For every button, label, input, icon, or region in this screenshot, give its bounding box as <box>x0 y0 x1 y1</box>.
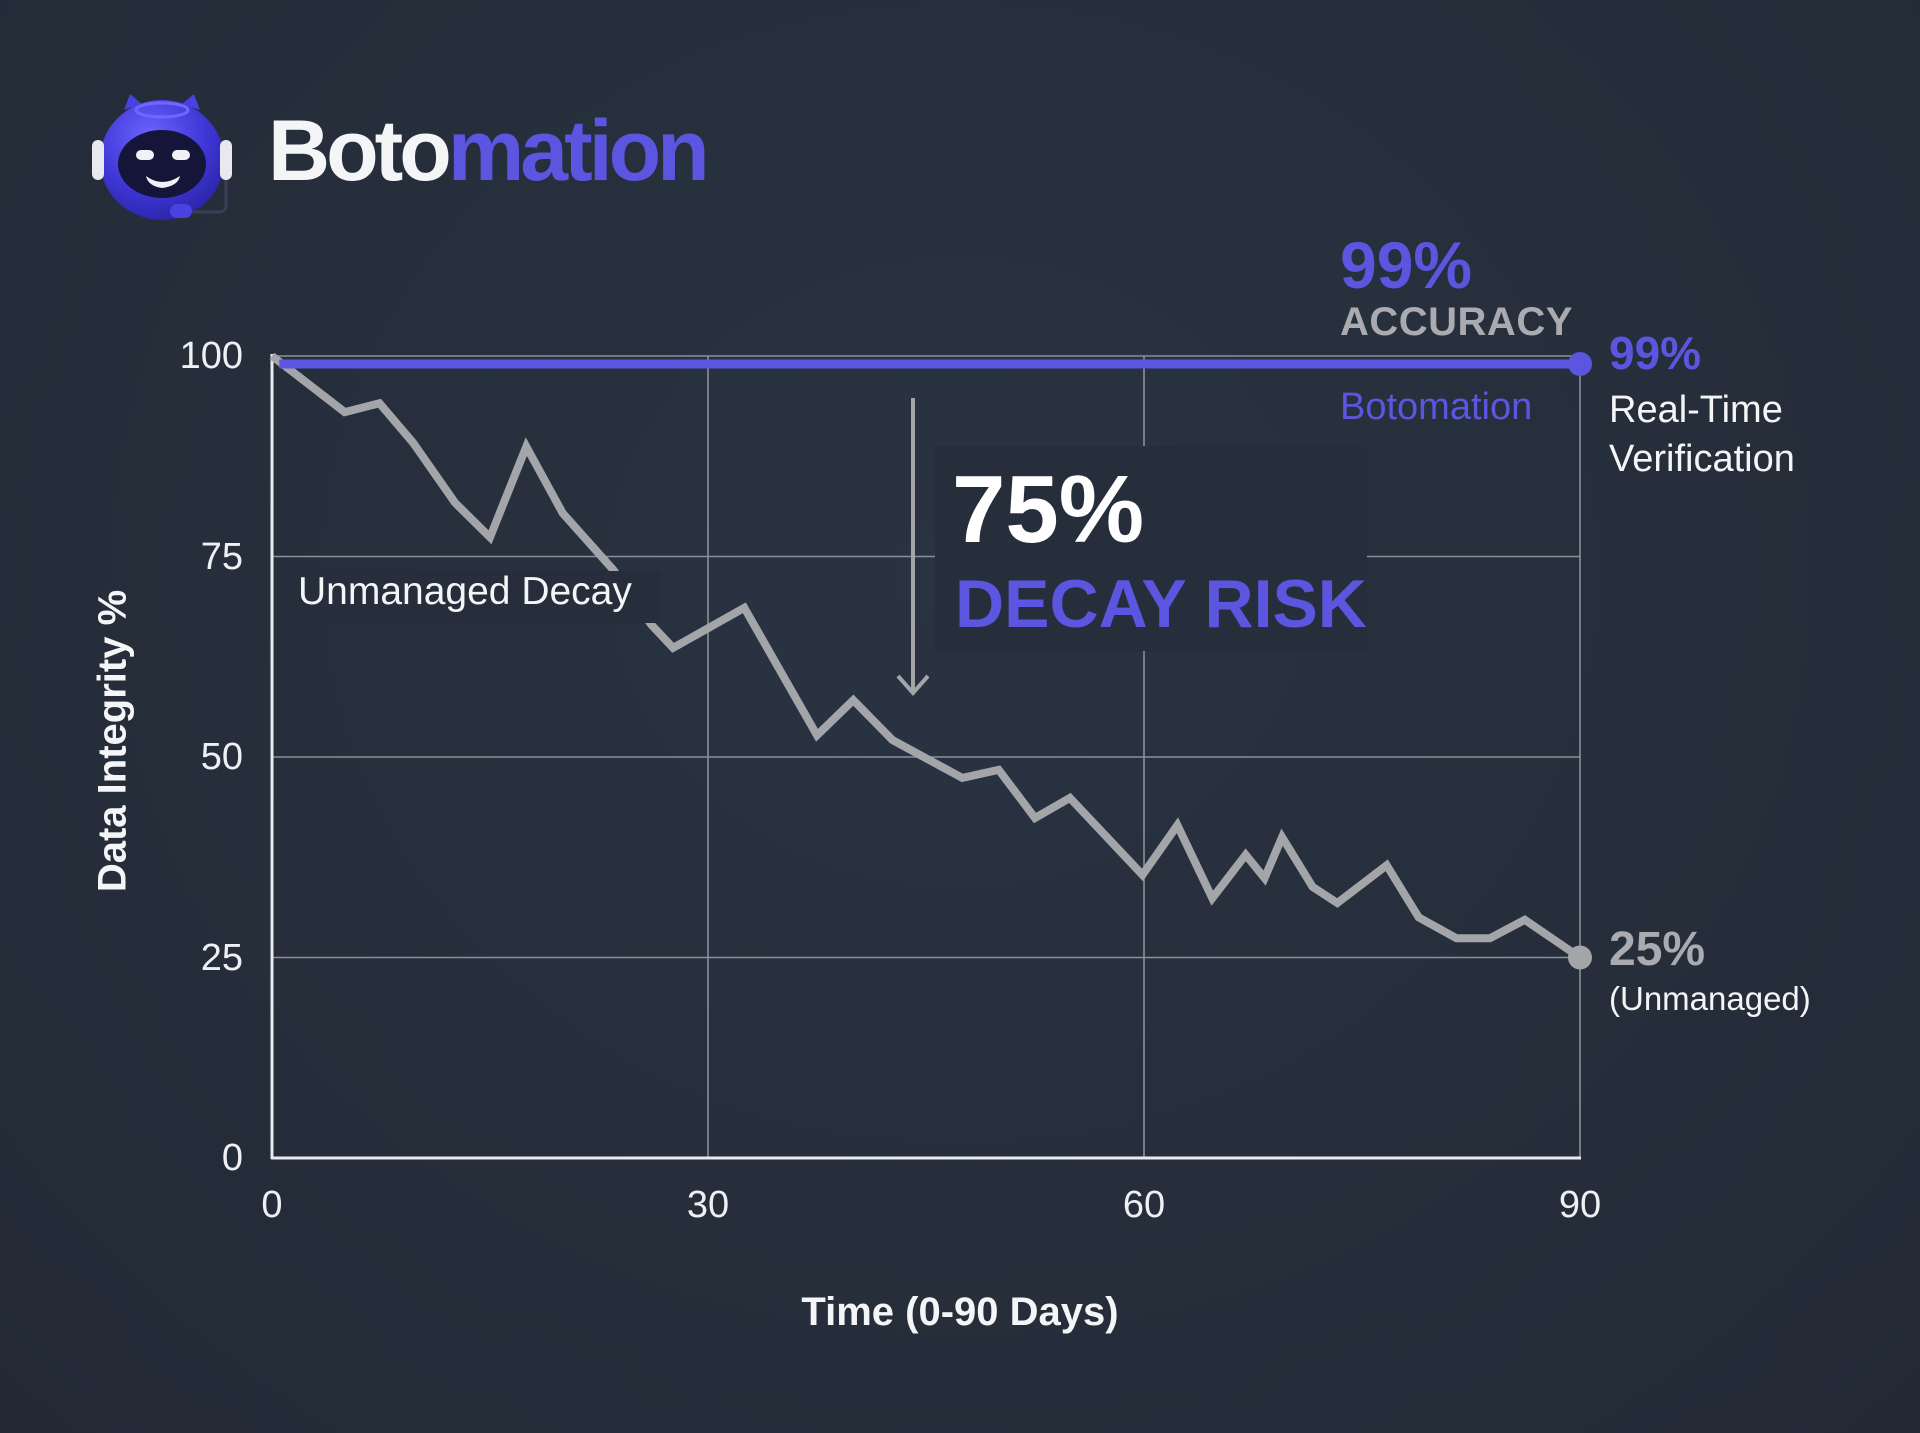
unmanaged-end-value: 25% <box>1609 923 1706 976</box>
x-tick-label: 60 <box>1122 1184 1166 1226</box>
unmanaged-series-label: Unmanaged Decay <box>298 570 632 613</box>
x-tick-label: 30 <box>686 1184 730 1226</box>
brand-logo <box>86 88 238 228</box>
accuracy-label: ACCURACY <box>1340 300 1573 344</box>
botomation-end-desc-line1: Real-Time <box>1609 389 1783 431</box>
accuracy-value: 99% <box>1340 228 1473 302</box>
x-tick-label: 0 <box>261 1184 283 1226</box>
brand-name-part2: mation <box>447 103 710 199</box>
unmanaged-end-description: (Unmanaged) <box>1609 980 1811 1017</box>
y-axis-label: Data Integrity % <box>90 589 135 893</box>
decay-callout-mask <box>935 446 1367 651</box>
decay-risk-value: 75% <box>952 456 1145 563</box>
brand-wordmark: Botomation <box>268 108 710 194</box>
decay-risk-label: DECAY RISK <box>955 566 1367 642</box>
y-tick-label: 75 <box>200 535 243 578</box>
y-tick-label: 25 <box>200 936 243 979</box>
botomation-end-desc-line2: Verification <box>1609 438 1795 481</box>
y-tick-label: 0 <box>221 1137 243 1179</box>
botomation-end-dot <box>1568 352 1592 377</box>
unmanaged-end-dot <box>1568 945 1592 970</box>
y-tick-label: 50 <box>200 736 243 778</box>
botomation-end-description: Real-Time Verification <box>1609 386 1795 485</box>
x-tick-label: 90 <box>1558 1184 1602 1226</box>
botomation-end-value: 99% <box>1609 327 1702 379</box>
unmanaged-series-line <box>269 352 1583 961</box>
y-tick-label: 100 <box>179 335 243 377</box>
decay-arrow-icon <box>896 398 930 697</box>
x-axis-label: Time (0-90 Days) <box>801 1290 1119 1334</box>
robot-headset-icon <box>92 94 232 220</box>
unmanaged-label-mask <box>292 571 660 623</box>
brand-name-part1: Boto <box>268 103 452 199</box>
botomation-series-label: Botomation <box>1340 386 1533 428</box>
